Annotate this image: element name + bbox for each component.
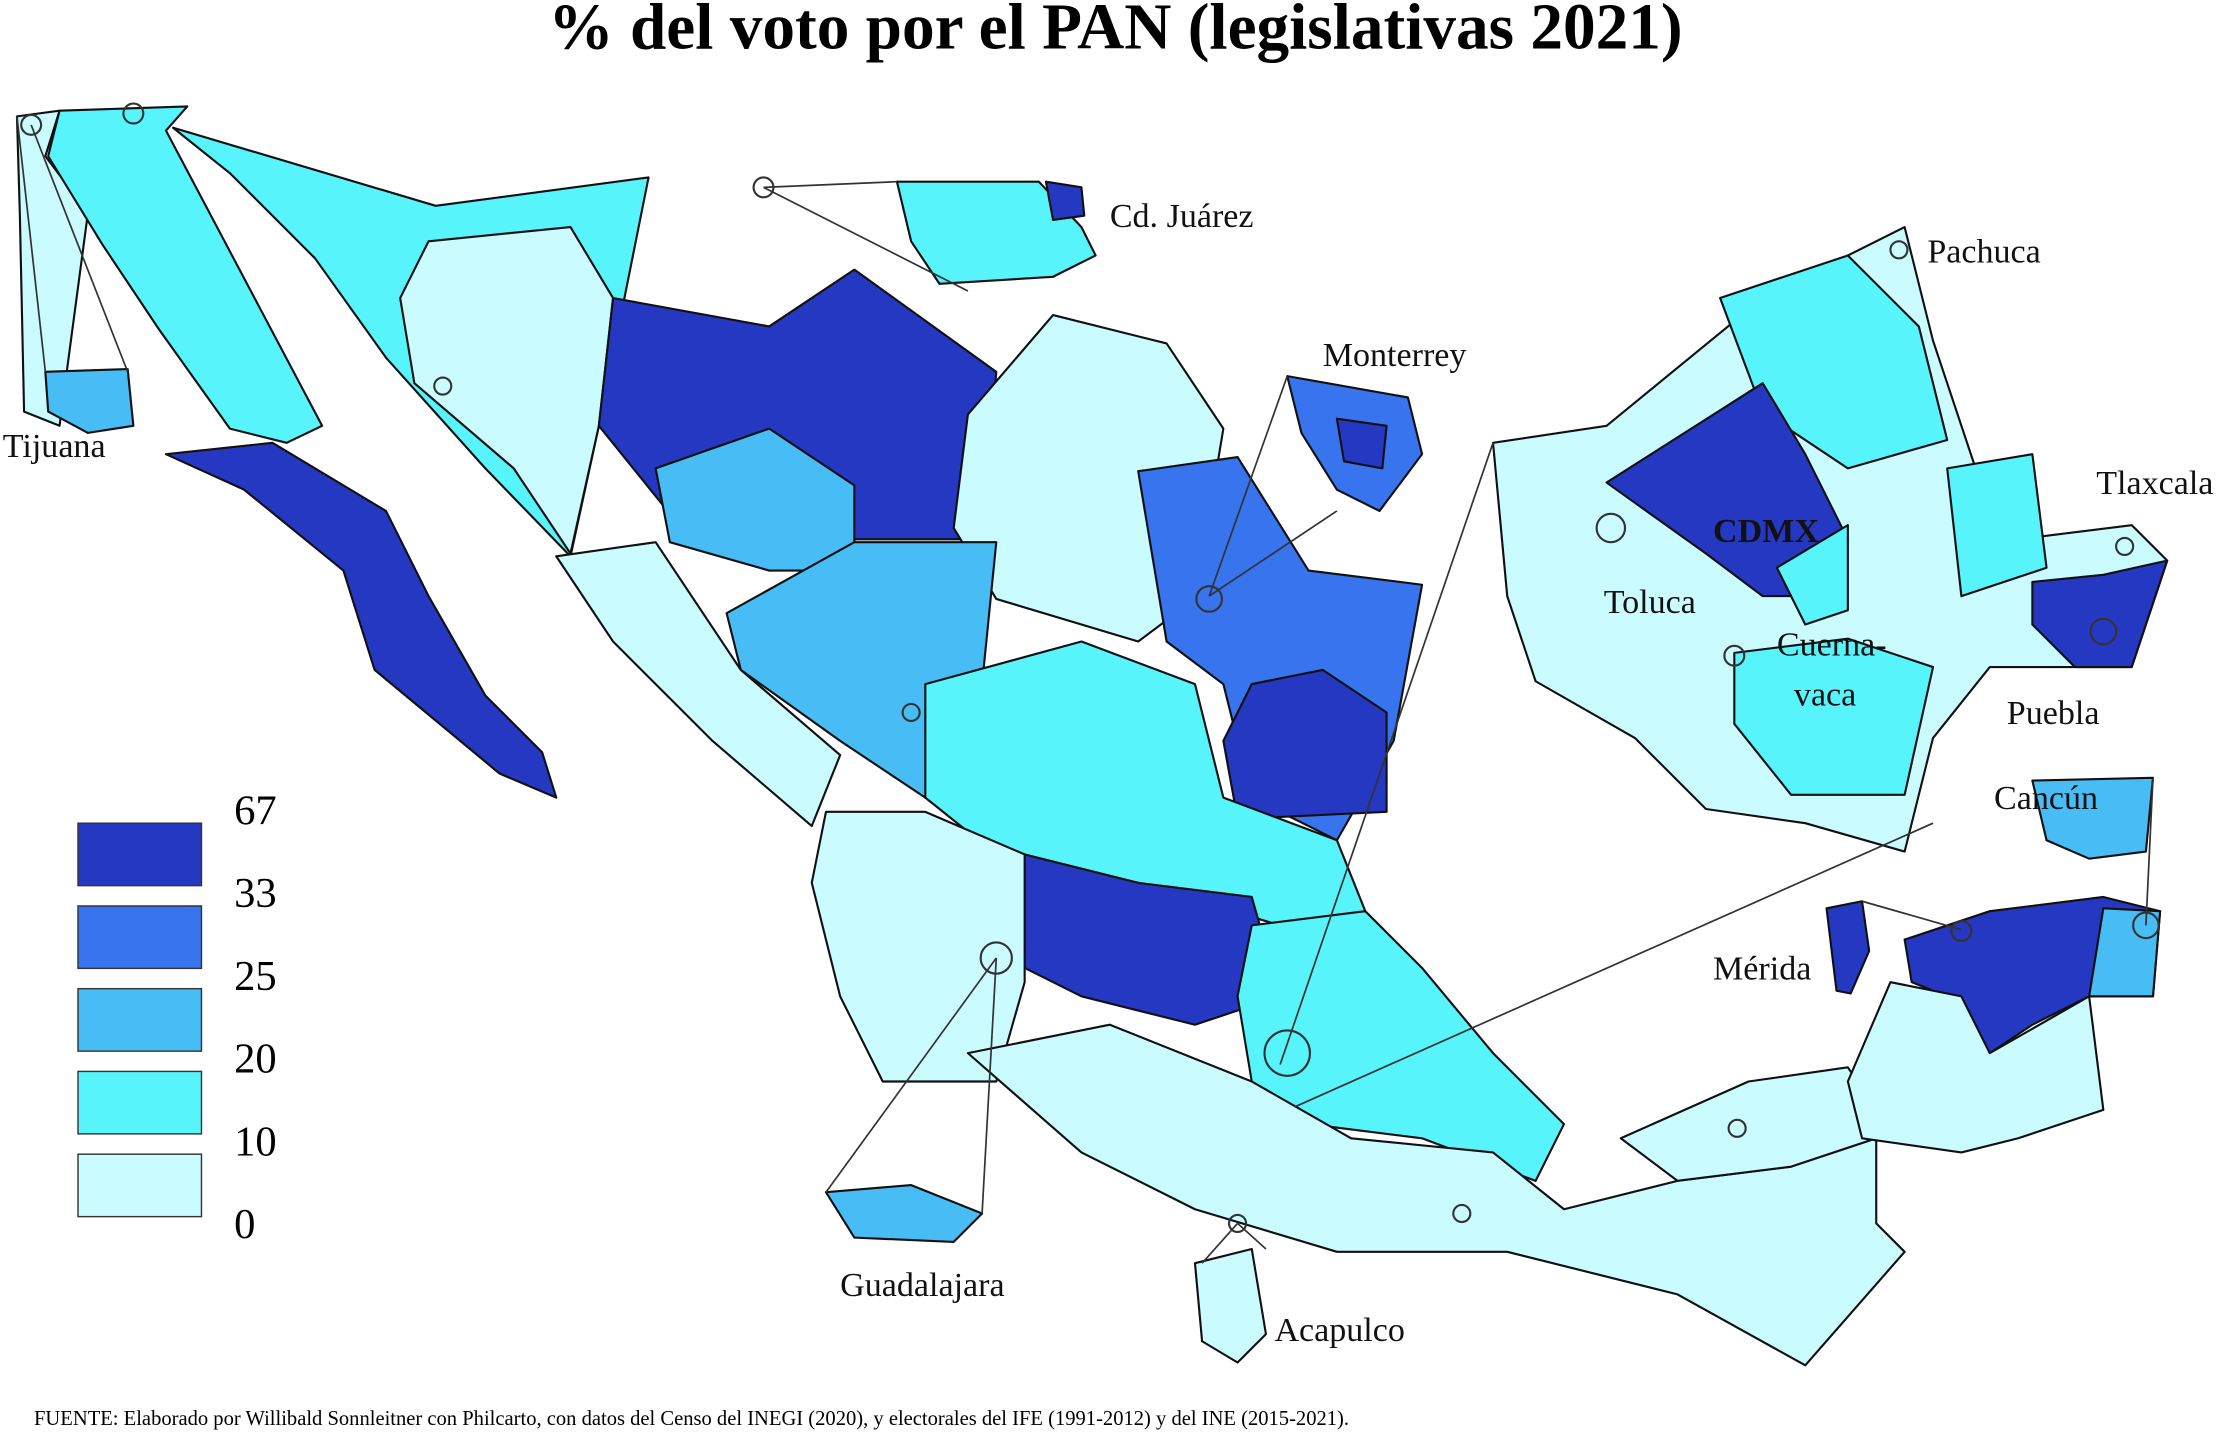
region bbox=[2088, 907, 2162, 998]
region bbox=[1044, 180, 1086, 222]
region bbox=[164, 441, 558, 799]
region bbox=[555, 541, 842, 828]
region bbox=[2031, 776, 2155, 860]
legend: 67 33 25 20 10 0 bbox=[77, 787, 277, 1248]
region bbox=[44, 367, 135, 434]
place-label: Puebla bbox=[2007, 695, 2100, 732]
place-label: Toluca bbox=[1604, 584, 1696, 621]
legend-break: 10 bbox=[234, 1118, 277, 1165]
region bbox=[895, 180, 1097, 285]
legend-swatch bbox=[77, 1153, 203, 1218]
region bbox=[1023, 853, 1282, 1026]
place-label: Pachuca bbox=[1927, 234, 2040, 271]
legend-swatch bbox=[77, 1070, 203, 1135]
region bbox=[1825, 900, 1871, 995]
region bbox=[1775, 524, 1849, 626]
legend-swatch bbox=[77, 905, 203, 970]
region bbox=[824, 1184, 984, 1243]
region bbox=[966, 1023, 1906, 1367]
map-regions bbox=[15, 105, 2169, 1367]
place-label: Acapulco bbox=[1274, 1312, 1404, 1349]
place-label: Cuerna- bbox=[1777, 627, 1887, 664]
source-note: FUENTE: Elaborado por Willibald Sonnleit… bbox=[34, 1408, 1349, 1430]
place-label: CDMX bbox=[1713, 513, 1819, 550]
legend-swatch bbox=[77, 822, 203, 887]
title: % del voto por el PAN (legislativas 2021… bbox=[548, 0, 1682, 63]
region bbox=[1193, 1247, 1268, 1364]
region bbox=[1222, 668, 1388, 820]
region bbox=[47, 105, 324, 444]
city-circles bbox=[20, 102, 2160, 1234]
legend-break: 33 bbox=[234, 870, 277, 917]
region bbox=[2031, 559, 2169, 669]
place-label: Tijuana bbox=[3, 428, 106, 465]
legend-break: 25 bbox=[234, 953, 277, 1000]
legend-swatch bbox=[77, 987, 203, 1052]
region bbox=[1335, 417, 1388, 470]
place-label: Cancún bbox=[1994, 780, 2098, 817]
region bbox=[1846, 981, 2105, 1154]
region bbox=[1236, 910, 1566, 1182]
place-label: vaca bbox=[1794, 676, 1856, 713]
place-label: Tlaxcala bbox=[2096, 465, 2213, 502]
region bbox=[1733, 637, 1935, 796]
place-label: Cd. Juárez bbox=[1110, 198, 1254, 235]
connectors bbox=[16, 116, 2154, 1264]
place-label: Guadalajara bbox=[840, 1267, 1004, 1304]
place-label: Mérida bbox=[1713, 950, 1811, 987]
region bbox=[399, 226, 615, 555]
region bbox=[1946, 453, 2048, 598]
legend-break: 0 bbox=[234, 1201, 255, 1248]
legend-break: 20 bbox=[234, 1036, 277, 1083]
region bbox=[810, 810, 1026, 1083]
legend-break: 67 bbox=[234, 787, 277, 834]
place-labels: Cd. Juárez Monterrey Pachuca Tlaxcala Ti… bbox=[3, 198, 2214, 1349]
place-label: Monterrey bbox=[1323, 337, 1467, 374]
